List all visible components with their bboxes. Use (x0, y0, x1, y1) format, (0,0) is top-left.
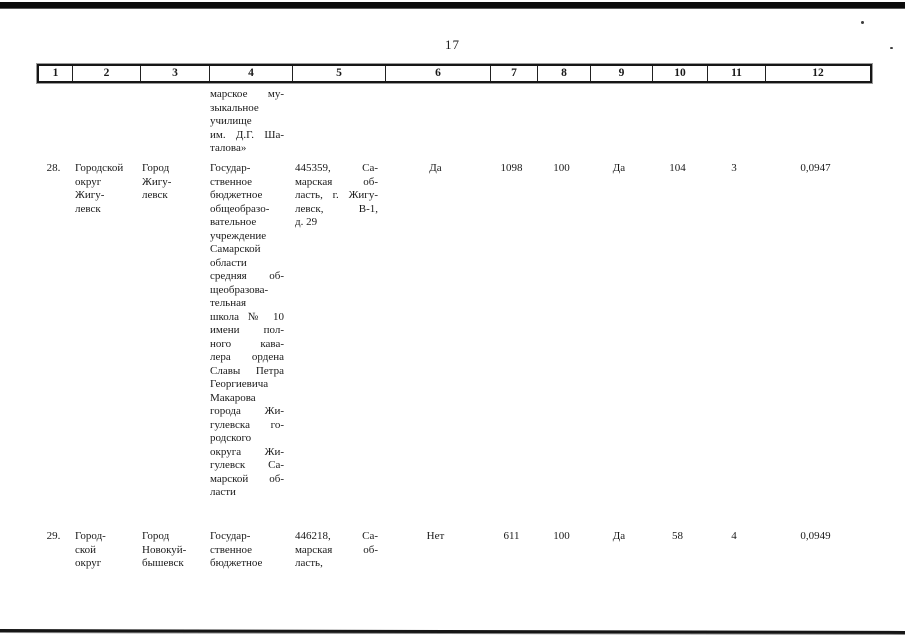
page-number: 17 (445, 37, 460, 52)
cell-organization: Государ-ственное бюджетное общеобразо-вате… (210, 162, 284, 498)
table-row-29: 29. Город-ской округ Город Новокуй-бышевск… (37, 530, 868, 571)
column-header-7: 7 (490, 66, 537, 81)
cell-organization: марское му-зыкальное училище им. Д.Г. Ша-т… (210, 88, 284, 154)
cell-address: 445359, Са-марская об-ласть, г. Жигу-лев… (295, 162, 378, 228)
cell-value-8: 100 (553, 162, 570, 174)
cell-row-number: 28. (46, 162, 61, 174)
cell-flag-9: Да (612, 530, 626, 542)
cell-flag-6: Да (429, 162, 442, 174)
cell-settlement: Город Жигу-левск (142, 162, 172, 201)
scan-speck (861, 21, 864, 24)
column-header-2: 2 (72, 66, 140, 81)
column-header-1: 1 (52, 67, 59, 79)
cell-row-number: 29. (46, 530, 61, 542)
cell-value-10: 104 (669, 162, 686, 174)
cell-value-10: 58 (672, 530, 683, 542)
column-header-4: 4 (209, 66, 292, 81)
column-header-8: 8 (537, 66, 590, 81)
column-header-10: 10 (652, 66, 707, 81)
scan-speck (890, 47, 893, 49)
table-row-continuation: марское му-зыкальное училище им. Д.Г. Ша-т… (37, 88, 868, 162)
table-body: марское му-зыкальное училище им. Д.Г. Ша-т… (37, 88, 868, 571)
cell-value-11: 4 (731, 530, 737, 542)
scan-artifact-bottom-bar (0, 629, 905, 634)
column-header-11: 11 (707, 66, 765, 81)
column-header-3: 3 (140, 66, 209, 81)
cell-value-12: 0,0947 (800, 162, 831, 174)
table-row-28: 28. Городской округ Жигу-левск Город Жигу-л… (37, 162, 868, 530)
column-header-6: 6 (385, 66, 490, 81)
cell-value-7: 1098 (500, 162, 523, 174)
cell-value-11: 3 (731, 162, 737, 174)
table-header-row: 1 2 3 4 5 6 7 8 9 10 11 12 (37, 64, 872, 83)
cell-settlement: Город Новокуй-бышевск (142, 530, 187, 569)
cell-address: 446218, Са-марская об-ласть, (295, 530, 378, 569)
column-header-5: 5 (292, 66, 385, 81)
column-header-9: 9 (590, 66, 652, 81)
column-header-12: 12 (765, 66, 870, 81)
cell-organization: Государ-ственное бюджетное (210, 530, 263, 569)
cell-municipality: Городской округ Жигу-левск (75, 162, 124, 215)
scan-artifact-top-bar (0, 2, 905, 8)
cell-flag-9: Да (612, 162, 626, 174)
cell-value-7: 611 (503, 530, 520, 542)
cell-value-8: 100 (553, 530, 570, 542)
cell-value-12: 0,0949 (800, 530, 831, 542)
cell-flag-6: Нет (426, 530, 445, 542)
cell-municipality: Город-ской округ (75, 530, 106, 569)
